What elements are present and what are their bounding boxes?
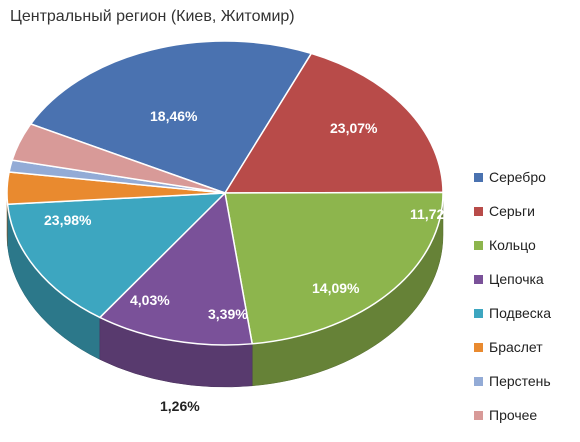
legend-item-5: Подвеска — [474, 296, 551, 330]
data-label-8: 4,03% — [130, 292, 170, 308]
data-label-2: 18,46% — [150, 108, 198, 124]
legend-item-7: Перстень — [474, 364, 551, 398]
legend-item-8: Прочее — [474, 398, 551, 432]
legend-swatch — [474, 206, 483, 216]
data-label-5: 14,09% — [312, 280, 360, 296]
legend-swatch — [474, 240, 483, 250]
legend: Серебро Серьги Кольцо Цепочка Подвеска Брасле… — [474, 160, 551, 432]
legend-swatch — [474, 308, 483, 318]
data-label-6: 3,39% — [208, 306, 248, 322]
chart-title: Центральный регион (Киев, Житомир) — [10, 8, 295, 25]
data-label-1: 23,98% — [44, 212, 92, 228]
pie-slice-5 — [6, 192, 226, 319]
legend-swatch — [474, 410, 483, 420]
pie-slice-8 — [11, 123, 226, 194]
pie-slice-3 — [224, 191, 444, 345]
pie-slice-2 — [224, 52, 444, 194]
legend-label: Прочее — [489, 407, 538, 423]
pie-labels: 23,98% 18,46% 23,07% 11,72% 14,09% 3,39% 1,26%… — [44, 108, 457, 414]
legend-label: Подвеска — [489, 305, 551, 321]
legend-label: Серьги — [489, 203, 535, 219]
legend-item-3: Кольцо — [474, 228, 551, 262]
data-label-4: 11,72% — [410, 206, 457, 222]
legend-swatch — [474, 172, 483, 182]
legend-label: Браслет — [489, 339, 543, 355]
legend-label: Кольцо — [489, 237, 536, 253]
data-label-7: 1,26% — [160, 398, 200, 414]
pie-tops — [6, 40, 444, 346]
legend-label: Перстень — [489, 373, 551, 389]
legend-label: Серебро — [489, 169, 546, 185]
legend-swatch — [474, 274, 483, 284]
legend-item-1: Серебро — [474, 160, 551, 194]
legend-label: Цепочка — [489, 271, 544, 287]
legend-item-6: Браслет — [474, 330, 551, 364]
legend-swatch — [474, 376, 483, 386]
legend-item-4: Цепочка — [474, 262, 551, 296]
data-label-3: 23,07% — [330, 120, 378, 136]
legend-swatch — [474, 342, 483, 352]
pie-slice-1 — [30, 40, 313, 194]
legend-item-2: Серьги — [474, 194, 551, 228]
pie-slice-4 — [99, 192, 253, 346]
